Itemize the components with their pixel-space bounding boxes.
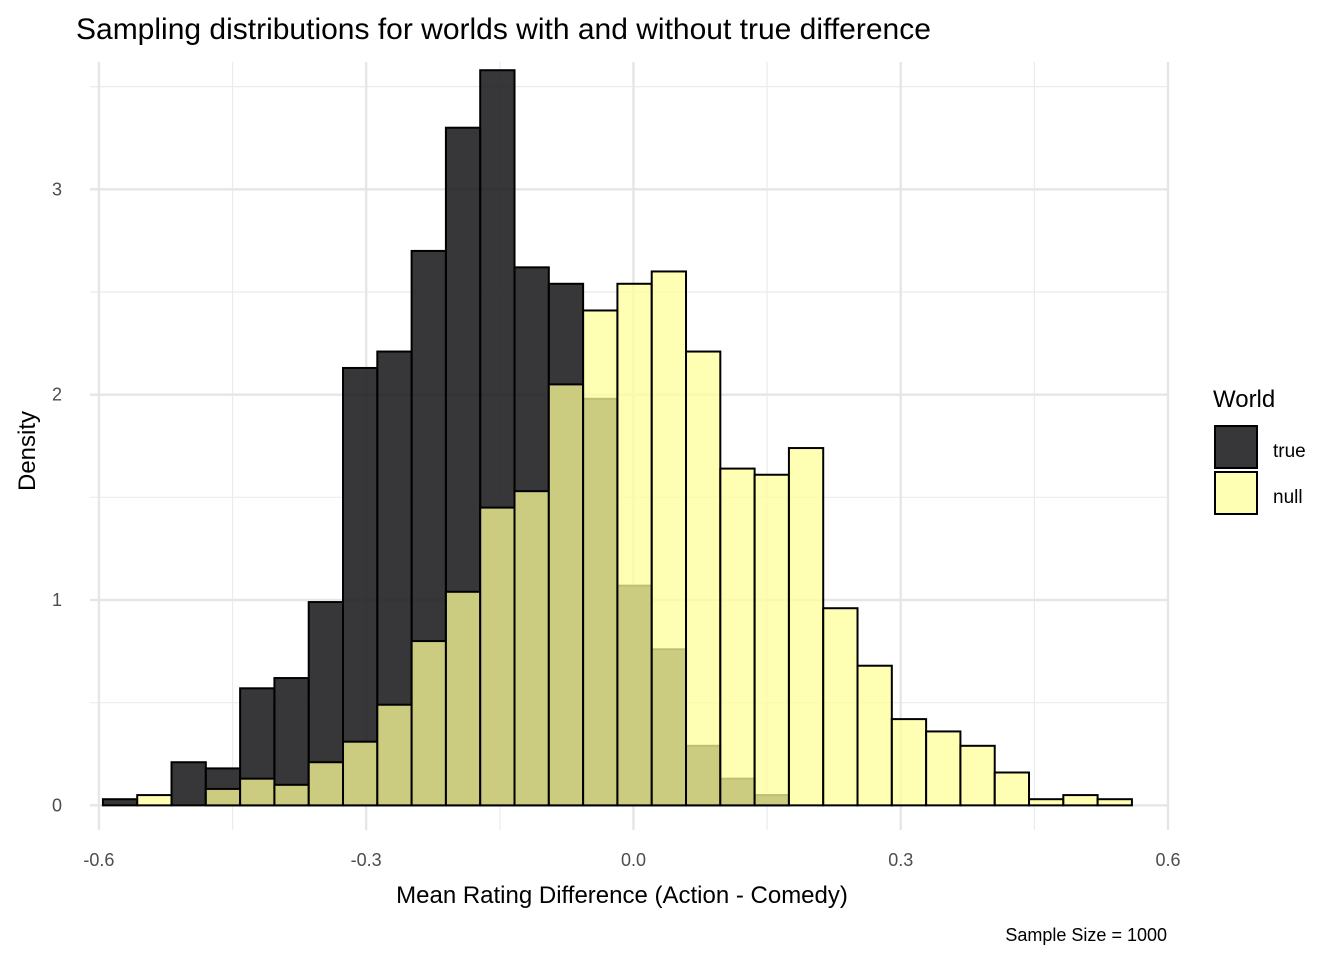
legend-title: World <box>1213 386 1275 413</box>
y-tick-label: 0 <box>52 795 62 815</box>
bar-null-23 <box>890 718 928 807</box>
legend-key-null <box>1214 471 1258 515</box>
bar-null-20 <box>787 447 825 807</box>
y-tick-label: 2 <box>52 385 62 405</box>
bar-null-29 <box>1096 798 1133 807</box>
x-tick-label: 0.3 <box>888 850 913 870</box>
bar-null-14 <box>582 309 619 807</box>
x-axis-tick-labels: -0.6 -0.3 0.0 0.3 0.6 <box>83 850 1180 870</box>
legend-label-true: true <box>1273 441 1306 462</box>
bar-null-22 <box>856 664 893 807</box>
bar-null-5 <box>273 783 310 807</box>
bar-null-6 <box>307 761 345 807</box>
bar-null-4 <box>239 777 276 807</box>
bar-null-11 <box>479 506 516 807</box>
x-tick-label: 0.0 <box>621 850 646 870</box>
bar-null-28 <box>1062 794 1099 807</box>
x-tick-label: -0.6 <box>83 850 114 870</box>
bar-null-12 <box>513 490 550 807</box>
x-tick-label: -0.3 <box>351 850 382 870</box>
bar-null-9 <box>410 640 447 807</box>
bar-null-15 <box>616 282 653 807</box>
x-tick-label: 0.6 <box>1155 850 1180 870</box>
chart-title: Sampling distributions for worlds with a… <box>76 13 931 46</box>
bar-null-19 <box>753 473 790 807</box>
bar-null-17 <box>685 350 722 807</box>
y-axis-title: Density <box>14 411 41 491</box>
bar-null-13 <box>547 383 585 807</box>
bar-null-16 <box>650 270 688 807</box>
x-axis-title: Mean Rating Difference (Action - Comedy) <box>396 882 848 909</box>
bar-null-25 <box>959 744 996 807</box>
y-tick-label: 3 <box>52 179 62 199</box>
bar-null-24 <box>925 730 962 807</box>
y-axis-tick-labels: 0 1 2 3 <box>52 179 62 815</box>
bar-null-18 <box>719 467 756 807</box>
bar-true-0 <box>101 798 139 807</box>
bar-null-27 <box>1028 798 1065 807</box>
bar-true-7 <box>342 366 379 807</box>
bar-null-10 <box>444 590 482 807</box>
bar-null-8 <box>376 703 413 807</box>
caption-sample-size: Sample Size = 1000 <box>1005 925 1167 945</box>
legend: World true null <box>1213 386 1306 515</box>
y-tick-label: 1 <box>52 590 62 610</box>
bar-true-2 <box>170 761 207 807</box>
legend-label-null: null <box>1273 487 1303 508</box>
bar-null-3 <box>204 787 242 807</box>
legend-key-true <box>1214 425 1258 469</box>
null-series-bars <box>136 270 1133 807</box>
bar-null-1 <box>136 794 173 807</box>
bar-null-7 <box>342 740 379 807</box>
bar-null-21 <box>822 607 859 807</box>
bar-null-26 <box>993 771 1031 807</box>
